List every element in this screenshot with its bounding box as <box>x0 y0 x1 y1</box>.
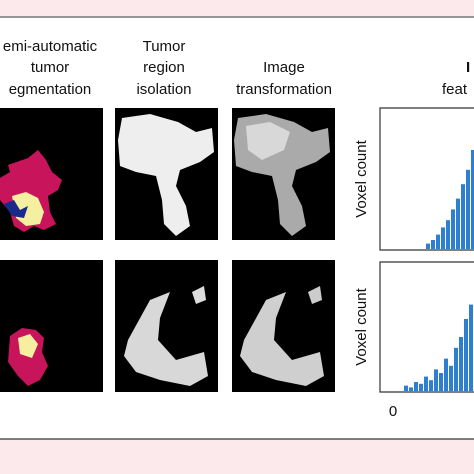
segmentation-image <box>0 260 103 392</box>
column-title: region <box>143 59 185 76</box>
histogram-bar <box>404 385 408 391</box>
histogram-bar <box>466 169 470 249</box>
isolated-tumor-image <box>115 260 218 392</box>
histogram-bar <box>434 369 438 391</box>
column-title: isolation <box>136 81 191 98</box>
histogram-bar <box>436 234 440 249</box>
column-title: transformation <box>236 81 332 98</box>
histogram-bar <box>454 347 458 391</box>
column-title: egmentation <box>9 81 92 98</box>
histogram-bar <box>439 373 443 391</box>
y-axis-label: Voxel count <box>353 287 370 365</box>
histogram-bar <box>451 209 455 249</box>
histogram-bar <box>429 380 433 391</box>
histogram-bar <box>446 220 450 249</box>
histogram-bar <box>464 319 468 391</box>
histogram-bar <box>419 383 423 391</box>
histogram-bar <box>424 376 428 391</box>
histogram-bar <box>456 198 460 249</box>
histogram-bar <box>471 150 474 249</box>
histogram-bar <box>469 304 473 391</box>
column-title: feat <box>442 81 468 98</box>
histogram-axes <box>379 261 474 393</box>
column-title: Image <box>263 59 305 76</box>
histogram-bar <box>461 184 465 249</box>
histogram-bar <box>444 358 448 391</box>
column-title: I <box>466 59 470 76</box>
histogram-bar <box>441 227 445 249</box>
column-title: emi-automatic <box>3 38 98 55</box>
transformed-image <box>232 108 335 240</box>
histogram-bar <box>409 387 413 391</box>
isolated-tumor-image <box>115 108 218 240</box>
histogram-bar <box>431 240 435 249</box>
histogram-bar <box>449 365 453 391</box>
histogram-axes <box>379 107 474 251</box>
column-title: Tumor <box>143 38 186 55</box>
transformed-image <box>232 260 335 392</box>
histogram-bar <box>459 337 463 391</box>
segmentation-image <box>0 108 103 240</box>
column-title: tumor <box>31 59 69 76</box>
histogram-bar <box>414 382 418 391</box>
y-axis-label: Voxel count <box>353 139 370 217</box>
x-tick-label: 0 <box>389 403 397 420</box>
histogram-bar <box>426 243 430 249</box>
